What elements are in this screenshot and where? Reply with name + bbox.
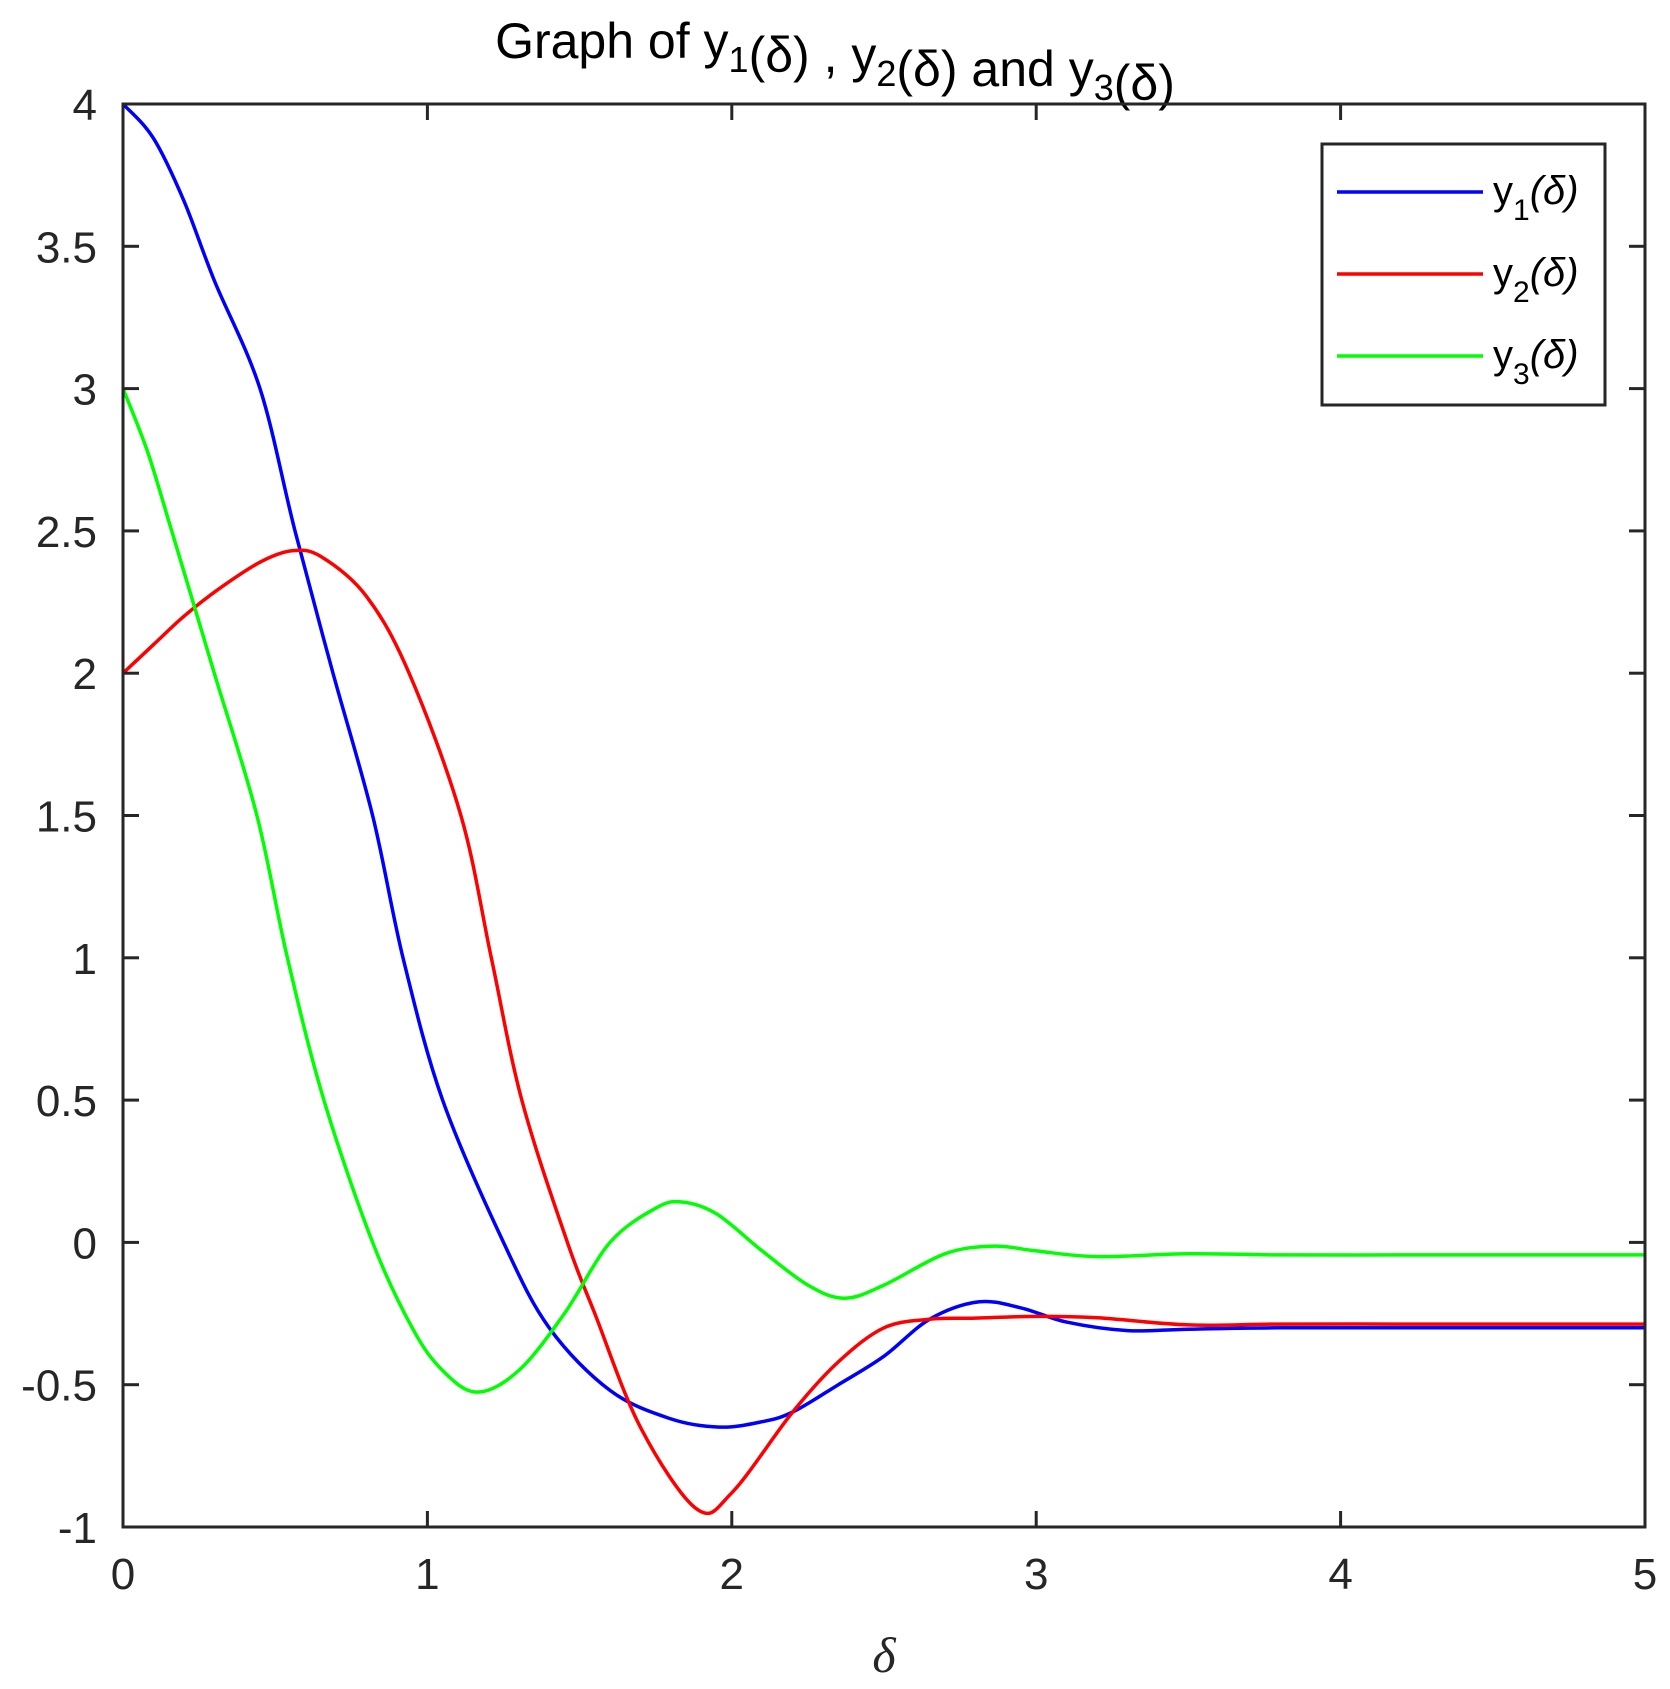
y-tick-label: 3.5 (36, 223, 97, 272)
y-tick-label: 1 (73, 935, 97, 984)
series-line-y2 (123, 548, 1645, 1516)
y-tick-label: -0.5 (21, 1362, 97, 1411)
title-subscript: 1 (729, 39, 749, 80)
x-tick-label: 3 (1024, 1550, 1048, 1599)
series-group (123, 104, 1645, 1516)
legend-label: y2(δ) (1493, 251, 1579, 309)
title-subscript: 2 (876, 53, 896, 94)
title-subscript: 3 (1094, 67, 1114, 108)
x-tick-label: 0 (111, 1550, 135, 1599)
series-line-y1 (123, 104, 1645, 1429)
y-tick-label: 0 (73, 1219, 97, 1268)
y-tick-label: 1.5 (36, 793, 97, 842)
y-tick-label: 0.5 (36, 1077, 97, 1126)
title-segment: (δ) and y (896, 41, 1093, 97)
x-axis-label: δ (872, 1627, 896, 1683)
series-line-y3 (123, 386, 1645, 1394)
x-tick-label: 5 (1633, 1550, 1657, 1599)
title-segment: (δ) (1114, 55, 1175, 111)
y-tick-label: 3 (73, 366, 97, 415)
y-tick-label: -1 (58, 1504, 97, 1553)
x-tick-label: 4 (1328, 1550, 1352, 1599)
legend-entry-y3[interactable]: y3(δ) (1337, 333, 1579, 391)
legend-label: y3(δ) (1493, 333, 1579, 391)
legend-entry-y2[interactable]: y2(δ) (1337, 251, 1579, 309)
x-tick-label: 2 (720, 1550, 744, 1599)
legend-entry-y1[interactable]: y1(δ) (1337, 169, 1579, 227)
title-segment: (δ) , y (749, 27, 877, 83)
y-axis-ticks: -1 -0.5 0 0.5 1 1.5 2 2.5 3 3.5 4 (21, 81, 1645, 1553)
legend-label: y1(δ) (1493, 169, 1579, 227)
y-tick-label: 4 (73, 81, 97, 130)
x-tick-label: 1 (415, 1550, 439, 1599)
title-segment: Graph of y (495, 13, 728, 69)
chart-title: Graph of y1(δ) , y2(δ) and y3(δ) (495, 13, 1175, 111)
y-tick-label: 2.5 (36, 508, 97, 557)
x-axis-ticks: 0 1 2 3 4 5 (111, 104, 1657, 1599)
legend[interactable]: y1(δ) y2(δ) y3(δ) (1320, 142, 1607, 407)
y-tick-label: 2 (73, 650, 97, 699)
